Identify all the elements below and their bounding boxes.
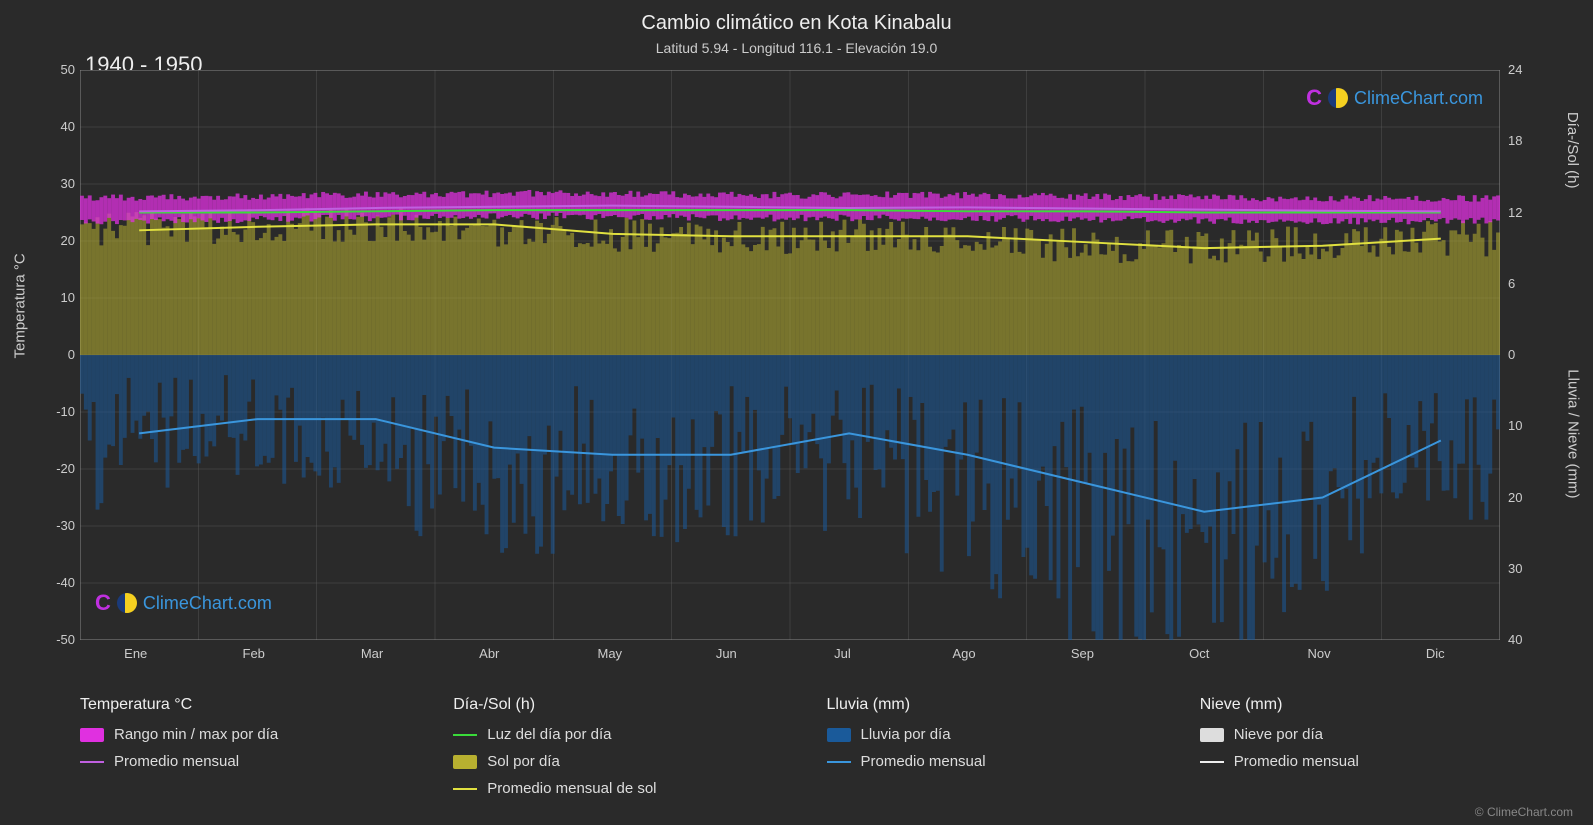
chart-plot (80, 70, 1500, 640)
legend-col-snow: Nieve (mm) Nieve por día Promedio mensual (1200, 696, 1533, 807)
legend-item: Rango min / max por día (80, 726, 413, 743)
left-tick: 10 (35, 290, 75, 305)
logo-c-icon: C (1306, 85, 1322, 111)
legend-swatch (80, 761, 104, 763)
legend-item: Sol por día (453, 753, 786, 770)
logo-sun-icon (1328, 88, 1348, 108)
right-tick-sun: 6 (1508, 276, 1515, 291)
legend-header-temp: Temperatura °C (80, 696, 413, 714)
legend-label: Rango min / max por día (114, 726, 278, 743)
legend-swatch (453, 788, 477, 790)
watermark-text-bottom: ClimeChart.com (143, 593, 272, 614)
x-tick: Nov (1308, 646, 1331, 661)
legend-label: Lluvia por día (861, 726, 951, 743)
left-tick: -20 (35, 461, 75, 476)
legend-swatch (1200, 728, 1224, 742)
left-tick: 30 (35, 176, 75, 191)
legend-label: Promedio mensual de sol (487, 780, 656, 797)
legend-swatch (1200, 761, 1224, 763)
right-tick-sun: 0 (1508, 347, 1515, 362)
right-tick-rain: 40 (1508, 632, 1522, 647)
x-tick: Abr (479, 646, 499, 661)
watermark-bottom: C ClimeChart.com (95, 590, 272, 616)
legend-item: Nieve por día (1200, 726, 1533, 743)
legend-item: Promedio mensual de sol (453, 780, 786, 797)
x-tick: Jun (716, 646, 737, 661)
legend-label: Promedio mensual (861, 753, 986, 770)
legend-swatch (453, 734, 477, 736)
x-tick: Dic (1426, 646, 1445, 661)
legend-swatch (827, 761, 851, 763)
right-tick-sun: 24 (1508, 62, 1522, 77)
legend-header-rain: Lluvia (mm) (827, 696, 1160, 714)
y-axis-left-label: Temperatura °C (12, 253, 29, 358)
x-tick: Jul (834, 646, 851, 661)
left-tick: 40 (35, 119, 75, 134)
legend-col-rain: Lluvia (mm) Lluvia por día Promedio mensu… (827, 696, 1160, 807)
x-tick: Mar (361, 646, 383, 661)
left-tick: -50 (35, 632, 75, 647)
legend-header-daysun: Día-/Sol (h) (453, 696, 786, 714)
right-tick-rain: 20 (1508, 490, 1522, 505)
right-tick-sun: 18 (1508, 133, 1522, 148)
logo-c-icon: C (95, 590, 111, 616)
legend-col-temp: Temperatura °C Rango min / max por día Pr… (80, 696, 413, 807)
x-tick: Ene (124, 646, 147, 661)
legend-label: Promedio mensual (114, 753, 239, 770)
legend-swatch (827, 728, 851, 742)
y-axis-right-label-daysun: Día-/Sol (h) (1565, 112, 1582, 189)
right-tick-sun: 12 (1508, 205, 1522, 220)
logo-sun-icon (117, 593, 137, 613)
watermark-top: C ClimeChart.com (1306, 85, 1483, 111)
x-tick: Feb (243, 646, 265, 661)
x-tick: Oct (1189, 646, 1209, 661)
plot-svg (80, 70, 1500, 640)
y-axis-right-label-precip: Lluvia / Nieve (mm) (1565, 369, 1582, 498)
legend-swatch (80, 728, 104, 742)
watermark-text-top: ClimeChart.com (1354, 88, 1483, 109)
legend-item: Luz del día por día (453, 726, 786, 743)
x-tick: May (598, 646, 623, 661)
legend-item: Lluvia por día (827, 726, 1160, 743)
legend-label: Nieve por día (1234, 726, 1323, 743)
legend-col-daysun: Día-/Sol (h) Luz del día por día Sol por … (453, 696, 786, 807)
copyright-text: © ClimeChart.com (1475, 805, 1573, 819)
chart-subtitle: Latitud 5.94 - Longitud 116.1 - Elevació… (0, 40, 1593, 56)
right-tick-rain: 10 (1508, 418, 1522, 433)
legend-item: Promedio mensual (1200, 753, 1533, 770)
legend-label: Luz del día por día (487, 726, 611, 743)
left-tick: 50 (35, 62, 75, 77)
right-tick-rain: 30 (1508, 561, 1522, 576)
left-tick: 0 (35, 347, 75, 362)
x-tick: Ago (953, 646, 976, 661)
x-tick: Sep (1071, 646, 1094, 661)
legend-swatch (453, 755, 477, 769)
legend-header-snow: Nieve (mm) (1200, 696, 1533, 714)
chart-title: Cambio climático en Kota Kinabalu (0, 12, 1593, 35)
left-tick: -30 (35, 518, 75, 533)
legend-label: Sol por día (487, 753, 560, 770)
left-tick: -40 (35, 575, 75, 590)
legend-item: Promedio mensual (827, 753, 1160, 770)
legend-item: Promedio mensual (80, 753, 413, 770)
legend-label: Promedio mensual (1234, 753, 1359, 770)
left-tick: -10 (35, 404, 75, 419)
legend: Temperatura °C Rango min / max por día Pr… (80, 696, 1533, 807)
left-tick: 20 (35, 233, 75, 248)
